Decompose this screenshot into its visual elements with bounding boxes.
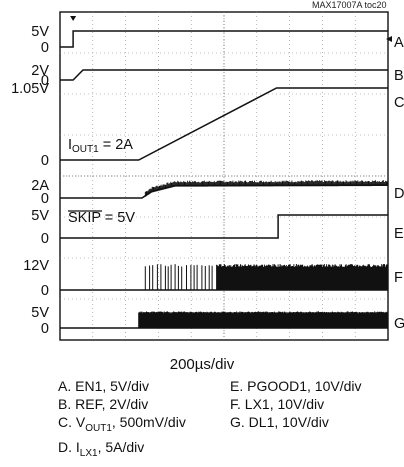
y-tick-label: 0 [41,153,49,169]
plot-traces [60,16,392,329]
channel-label-g: G [394,316,404,332]
y-tick-label: 0 [41,73,49,89]
legend-item-a: A. EN1, 5V/div [58,378,150,394]
legend-item-e: E. PGOOD1, 10V/div [230,378,362,394]
y-tick-label: 0 [41,231,49,247]
y-tick-label: 2A [31,178,49,194]
legend-item-c: C. VOUT1, 500mV/div [58,414,186,434]
trace-b [60,69,388,81]
trace-a [60,30,388,48]
y-tick-label: 2V [31,63,49,79]
legend-item-g: G. DL1, 10V/div [230,414,329,430]
channel-label-c: C [394,95,404,111]
y-tick-label: 0 [41,283,49,299]
timebase-label: 200µs/div [169,356,235,373]
trigger-level-icon [386,36,392,42]
trigger-marker-icon [70,16,77,21]
legend-right: E. PGOOD1, 10V/div F. LX1, 10V/div G. DL… [230,377,362,431]
y-tick-label: 5V [31,208,49,224]
trace-c [60,87,388,161]
y-tick-label: 5V [31,24,49,40]
channel-label-d: D [394,186,404,202]
legend-item-b: B. REF, 2V/div [58,396,149,412]
y-tick-label: 0 [41,191,49,207]
iout-annotation: IOUT1 = 2A [68,137,133,155]
y-tick-label: 12V [23,258,49,274]
trace-f [144,264,389,290]
channel-label-f: F [394,270,403,286]
legend-item-f: F. LX1, 10V/div [230,396,325,412]
y-tick-label: 0 [41,40,49,56]
legend-left: A. EN1, 5V/div B. REF, 2V/div C. VOUT1, … [58,377,186,463]
channel-label-b: B [394,68,404,84]
figure-tag: MAX17007A toc20 [312,0,387,10]
trace-e [60,214,388,239]
y-tick-label: 0 [41,321,49,337]
skip-annotation: SKIP = 5V [68,210,135,226]
trace-d-ripple [144,180,388,197]
trace-g-fill [138,312,388,328]
y-tick-label: 5V [31,305,49,321]
y-tick-label: 1.05V [11,81,49,97]
plot-grid [59,11,389,341]
channel-label-a: A [394,35,404,51]
legend-item-d: D. ILX1, 5A/div [58,438,145,459]
channel-label-e: E [394,226,404,242]
